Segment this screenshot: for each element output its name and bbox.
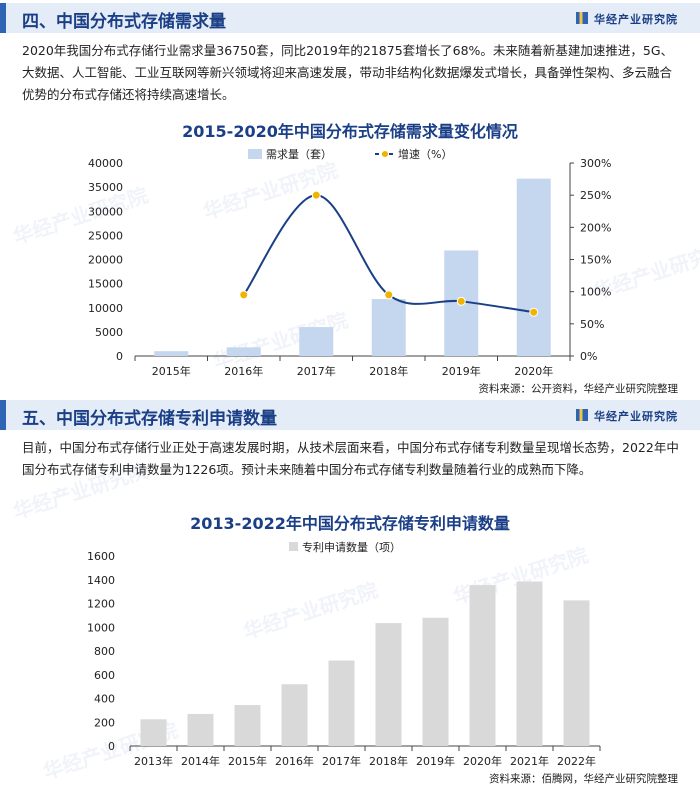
y-tick-right: 50%	[580, 318, 604, 331]
y-tick-label: 1400	[87, 574, 115, 587]
growth-point	[456, 296, 466, 306]
bar-demand	[371, 299, 406, 356]
x-tick-label: 2022年	[557, 754, 596, 768]
patent-paragraph: 目前，中国分布式存储行业正处于高速发展时期，从技术层面来看，中国分布式存储专利数…	[22, 440, 679, 477]
demand-chart: 需求量（套） 增速（%） 0 5000 10000 15000 20000 25000 300…	[88, 147, 611, 378]
bar-patents	[422, 617, 449, 746]
x-tick-label: 2017年	[322, 754, 361, 768]
y-tick-left: 5000	[95, 326, 123, 339]
y-tick-left: 0	[116, 350, 123, 363]
chart-legend: 专利申请数量（项）	[289, 540, 401, 554]
section-header-demand: 四、中国分布式存储需求量 华经产业研究院	[0, 3, 700, 33]
y-tick-right: 200%	[580, 221, 611, 234]
y-tick-right: 250%	[580, 189, 611, 202]
brand-name: 华经产业研究院	[594, 410, 678, 423]
bar-demand	[154, 351, 189, 356]
growth-point	[384, 290, 394, 300]
bar-patents	[469, 585, 496, 746]
y-tick-label: 400	[94, 693, 115, 706]
x-tick-label: 2020年	[514, 364, 553, 378]
growth-point	[239, 290, 249, 300]
y-tick-left: 30000	[88, 205, 123, 218]
brand-label: 华经产业研究院	[576, 11, 678, 27]
legend-marker-growth	[382, 151, 388, 157]
bar-patents	[281, 684, 308, 746]
bar-patents	[328, 660, 355, 746]
patent-chart: 专利申请数量（项） 0 200 400 600 800 1000 1200 1400 1600 2…	[87, 540, 601, 768]
y-tick-left: 10000	[88, 302, 123, 315]
x-tick-label: 2013年	[134, 754, 173, 768]
x-tick-label: 2015年	[228, 754, 267, 768]
section-accent	[0, 400, 6, 430]
y-tick-right: 100%	[580, 286, 611, 299]
brand-logo-icon	[576, 12, 588, 24]
y-tick-right: 0%	[580, 350, 597, 363]
chart-title: 2015-2020年中国分布式存储需求量变化情况	[182, 122, 518, 141]
bar-patents	[187, 713, 214, 746]
source-note: 资料来源：公开资料，华经产业研究院整理	[478, 383, 679, 395]
legend-label-growth: 增速（%）	[398, 147, 452, 161]
x-tick-label: 2016年	[224, 364, 263, 378]
y-tick-left: 15000	[88, 278, 123, 291]
bar-patents	[234, 705, 261, 746]
y-tick-label: 0	[108, 740, 115, 753]
bar-patents	[140, 719, 167, 746]
section-title: 五、中国分布式存储专利申请数量	[22, 409, 277, 429]
legend-label-patents: 专利申请数量（项）	[302, 540, 401, 554]
source-note: 资料来源：佰腾网，华经产业研究院整理	[489, 773, 678, 785]
demand-paragraph: 2020年我国分布式存储行业需求量36750套，同比2019年的21875套增长…	[22, 43, 674, 102]
x-tick-label: 2019年	[442, 364, 481, 378]
x-tick-label: 2017年	[297, 364, 336, 378]
x-tick-label: 2019年	[416, 754, 455, 768]
y-tick-left: 35000	[88, 181, 123, 194]
bar-patents	[375, 623, 402, 746]
y-tick-label: 1000	[87, 621, 115, 634]
growth-point	[311, 190, 321, 200]
legend-swatch-demand	[248, 149, 262, 159]
x-tick-label: 2020年	[463, 754, 502, 768]
brand-label: 华经产业研究院	[576, 408, 678, 424]
x-tick-label: 2018年	[369, 364, 408, 378]
y-tick-right: 150%	[580, 254, 611, 267]
y-tick-label: 1600	[87, 550, 115, 563]
y-tick-label: 800	[94, 645, 115, 658]
y-tick-label: 600	[94, 669, 115, 682]
bar-patents	[563, 600, 590, 746]
y-tick-left: 25000	[88, 229, 123, 242]
x-tick-label: 2014年	[181, 754, 220, 768]
y-tick-label: 200	[94, 716, 115, 729]
section-title: 四、中国分布式存储需求量	[22, 12, 226, 32]
y-tick-left: 40000	[88, 157, 123, 170]
x-tick-label: 2015年	[152, 364, 191, 378]
legend-swatch-patents	[289, 542, 298, 551]
x-tick-label: 2021年	[510, 754, 549, 768]
brand-name: 华经产业研究院	[594, 13, 678, 26]
bar-demand	[516, 178, 551, 356]
section-accent	[0, 3, 6, 33]
x-tick-label: 2018年	[369, 754, 408, 768]
brand-logo-icon	[576, 409, 588, 421]
chart-legend: 需求量（套） 增速（%）	[248, 147, 452, 161]
growth-point	[529, 307, 539, 317]
growth-line	[242, 194, 534, 314]
y-tick-left: 20000	[88, 254, 123, 267]
bar-patents	[516, 581, 543, 746]
bar-demand	[299, 327, 334, 356]
section-header-patents: 五、中国分布式存储专利申请数量 华经产业研究院	[0, 400, 700, 430]
bar-demand	[226, 347, 261, 356]
y-tick-label: 1200	[87, 598, 115, 611]
chart-title: 2013-2022年中国分布式存储专利申请数量	[190, 514, 510, 533]
y-tick-right: 300%	[580, 157, 611, 170]
x-tick-label: 2016年	[275, 754, 314, 768]
legend-label-demand: 需求量（套）	[266, 148, 332, 161]
